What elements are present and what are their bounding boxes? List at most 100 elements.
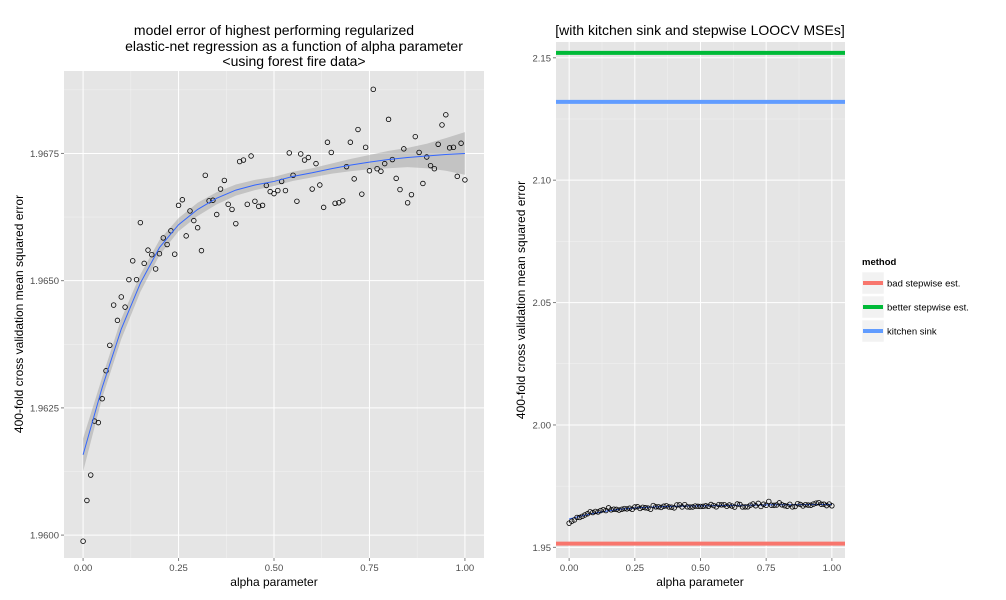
data-point <box>650 502 656 509</box>
data-point <box>813 500 819 506</box>
data-point <box>99 396 105 402</box>
data-point <box>340 198 346 204</box>
data-point <box>823 502 830 509</box>
data-point <box>110 302 117 308</box>
data-point <box>763 502 769 509</box>
data-point <box>458 140 464 146</box>
right-y-axis-label: 400-fold cross validation mean squared e… <box>514 181 528 419</box>
right-panel: [with kitchen sink and stepwise LOOCV MS… <box>514 22 845 589</box>
left-data-points <box>80 86 468 544</box>
data-point <box>229 206 235 213</box>
data-point <box>663 503 670 509</box>
data-point <box>221 177 228 184</box>
data-point <box>382 160 388 167</box>
data-point <box>710 502 717 509</box>
data-point <box>118 294 124 300</box>
left-smooth-confidence-band <box>83 132 465 472</box>
legend-label: better stepwise est. <box>887 303 969 314</box>
data-point <box>621 505 628 512</box>
data-point <box>768 502 775 508</box>
left-panel: model error of highest performing regula… <box>12 22 484 589</box>
data-point <box>290 172 296 179</box>
x-tick-label: 0.00 <box>74 563 93 574</box>
left-title-line-3: <using forest fire data> <box>222 53 365 69</box>
y-tick-label: 1.9625 <box>30 403 59 414</box>
data-point <box>298 151 304 157</box>
data-point <box>84 497 90 504</box>
data-point <box>600 506 606 513</box>
data-point <box>590 509 596 516</box>
data-point <box>597 507 604 514</box>
right-gridlines <box>556 42 845 558</box>
data-point <box>145 247 151 253</box>
data-point <box>271 190 277 197</box>
y-tick-label: 2.10 <box>533 176 552 187</box>
legend-title: method <box>862 257 897 268</box>
data-point <box>366 168 373 174</box>
y-tick-label: 2.15 <box>533 53 552 64</box>
legend-label: kitchen sink <box>887 327 937 338</box>
left-gridlines <box>64 71 484 558</box>
data-point <box>259 202 266 209</box>
data-point <box>122 304 128 310</box>
left-x-ticks: 0.00 0.25 0.50 0.75 1.00 <box>74 558 474 574</box>
data-point <box>716 501 722 508</box>
data-point <box>233 220 239 227</box>
data-point <box>800 503 806 509</box>
data-point <box>282 187 289 194</box>
data-point <box>362 144 369 151</box>
data-point <box>687 504 693 510</box>
data-point <box>214 211 220 218</box>
data-point <box>88 472 94 478</box>
data-point <box>653 504 659 510</box>
data-point <box>569 518 575 524</box>
data-point <box>156 250 163 257</box>
data-point <box>370 86 376 93</box>
data-point <box>637 505 643 512</box>
data-point <box>703 503 709 509</box>
data-point <box>393 175 399 182</box>
data-point <box>175 202 182 209</box>
right-data-points <box>566 498 835 526</box>
right-y-ticks: 1.95 2.00 2.05 2.10 2.15 <box>533 53 556 554</box>
data-point <box>760 501 767 507</box>
data-point <box>397 186 403 193</box>
data-point <box>666 504 672 510</box>
data-point <box>252 198 258 204</box>
x-tick-label: 0.75 <box>360 563 379 574</box>
data-point <box>95 419 102 426</box>
data-point <box>431 166 438 172</box>
data-point <box>210 197 216 203</box>
data-point <box>328 149 334 156</box>
data-point <box>613 506 620 513</box>
data-point <box>240 157 247 163</box>
data-point <box>191 217 197 224</box>
data-point <box>420 180 426 187</box>
x-tick-label: 0.00 <box>560 563 579 574</box>
data-point <box>332 200 338 207</box>
data-point <box>408 191 415 198</box>
y-tick-label: 1.9675 <box>30 149 59 160</box>
data-point <box>724 503 730 509</box>
data-point <box>149 252 155 258</box>
data-point <box>595 509 601 515</box>
data-point <box>818 501 825 507</box>
data-point <box>107 342 113 348</box>
data-point <box>592 508 599 515</box>
data-point <box>779 502 785 508</box>
y-tick-label: 1.95 <box>533 543 552 554</box>
data-point <box>244 201 250 208</box>
data-point <box>172 251 178 257</box>
right-method-lines <box>556 50 845 546</box>
data-point <box>708 501 714 508</box>
data-point <box>160 235 166 241</box>
data-point <box>401 146 407 152</box>
data-point <box>587 509 593 515</box>
data-point <box>797 501 804 508</box>
data-point <box>579 513 585 520</box>
data-point <box>802 501 809 508</box>
data-point <box>658 504 664 511</box>
data-point <box>640 504 646 510</box>
data-point <box>789 504 796 510</box>
data-point <box>829 503 835 509</box>
